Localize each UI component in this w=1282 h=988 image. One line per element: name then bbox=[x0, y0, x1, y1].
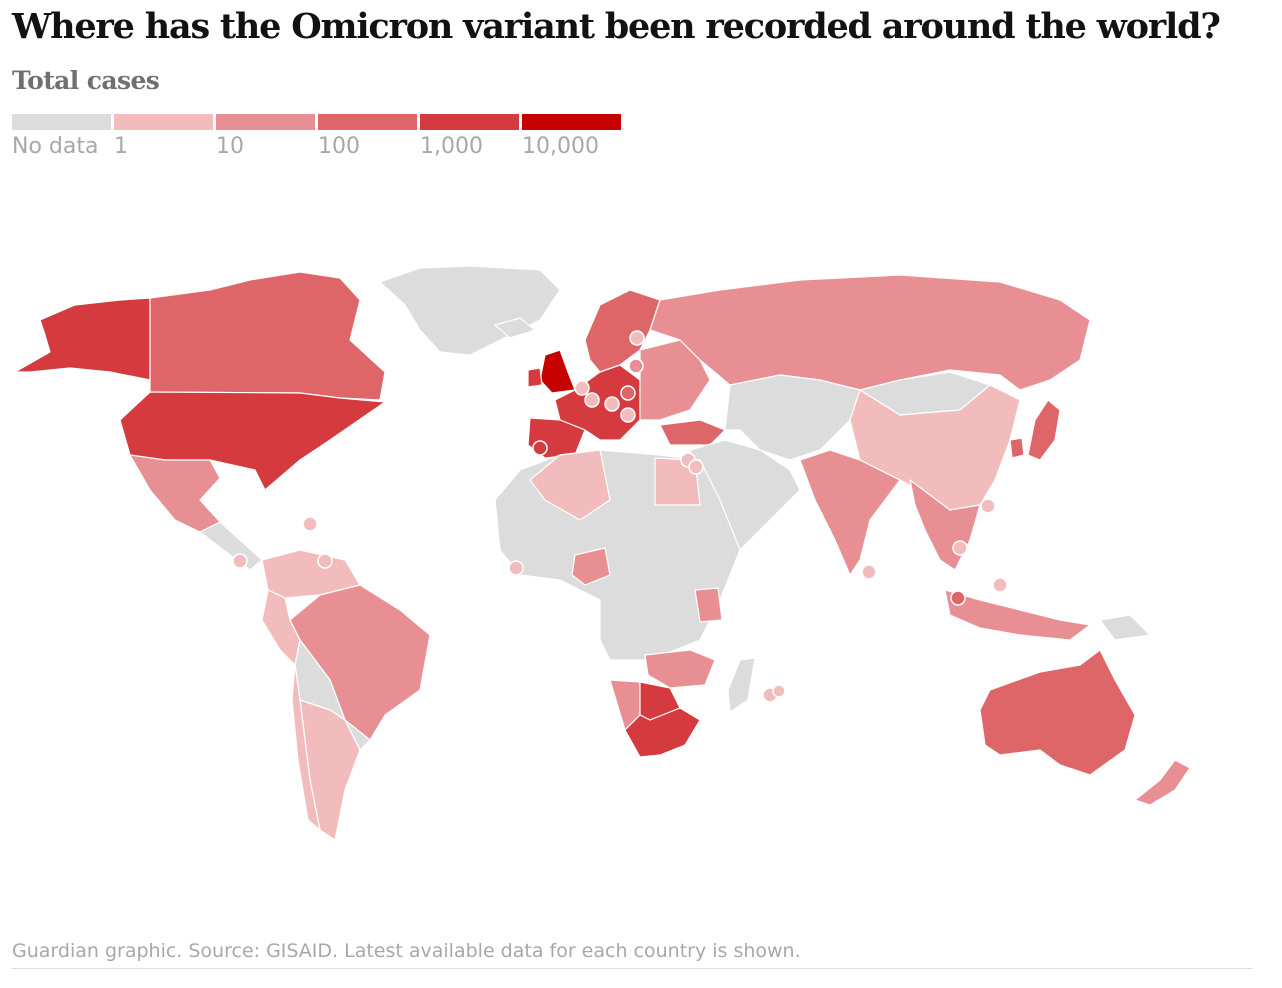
map-region bbox=[539, 349, 576, 394]
map-marker bbox=[620, 407, 636, 423]
map-region bbox=[644, 649, 716, 689]
world-map bbox=[14, 265, 1191, 841]
map-region bbox=[649, 274, 1091, 391]
color-legend: No data 1 10 100 1,000 10,000 bbox=[12, 114, 622, 164]
map-region bbox=[1099, 614, 1151, 641]
map-marker bbox=[992, 577, 1008, 593]
legend-label-1000: 1,000 bbox=[420, 134, 483, 159]
legend-title: Total cases bbox=[12, 66, 160, 95]
map-region bbox=[659, 419, 726, 446]
map-region bbox=[344, 719, 371, 751]
map-marker bbox=[620, 385, 636, 401]
map-marker bbox=[980, 498, 996, 514]
legend-label-no-data: No data bbox=[12, 134, 99, 159]
map-region bbox=[727, 657, 756, 713]
map-marker bbox=[508, 560, 524, 576]
map-marker bbox=[302, 516, 318, 532]
map-region bbox=[527, 367, 543, 388]
map-region bbox=[849, 384, 1021, 511]
bottom-divider bbox=[12, 968, 1252, 969]
map-marker bbox=[604, 396, 620, 412]
map-marker bbox=[772, 684, 786, 698]
map-marker bbox=[628, 358, 644, 374]
chart-title: Where has the Omicron variant been recor… bbox=[12, 6, 1221, 47]
map-region bbox=[1027, 399, 1061, 461]
legend-swatch-10 bbox=[216, 114, 315, 130]
map-region bbox=[1009, 437, 1025, 459]
legend-label-10000: 10,000 bbox=[522, 134, 599, 159]
map-marker bbox=[317, 553, 333, 569]
map-region bbox=[149, 271, 386, 401]
map-region bbox=[199, 521, 263, 571]
map-region bbox=[261, 589, 301, 666]
map-region bbox=[1134, 759, 1191, 806]
legend-swatch-10000 bbox=[522, 114, 621, 130]
map-marker bbox=[688, 459, 704, 475]
legend-label-100: 100 bbox=[318, 134, 360, 159]
map-region bbox=[14, 297, 151, 381]
map-region bbox=[291, 664, 321, 831]
map-region bbox=[584, 289, 661, 373]
map-region bbox=[529, 449, 611, 521]
legend-swatch-1000 bbox=[420, 114, 519, 130]
map-region bbox=[129, 454, 221, 533]
map-marker bbox=[629, 330, 645, 346]
map-marker bbox=[232, 553, 248, 569]
map-region bbox=[979, 649, 1136, 776]
map-region bbox=[494, 317, 536, 339]
map-region bbox=[799, 449, 901, 576]
map-marker bbox=[861, 564, 877, 580]
legend-swatch-1 bbox=[114, 114, 213, 130]
legend-swatch-no-data bbox=[12, 114, 111, 130]
map-marker bbox=[952, 540, 968, 556]
map-region bbox=[724, 374, 861, 461]
map-marker bbox=[532, 440, 548, 456]
legend-label-1: 1 bbox=[114, 134, 128, 159]
map-region bbox=[694, 587, 723, 623]
map-marker bbox=[584, 392, 600, 408]
map-region bbox=[379, 265, 561, 356]
map-region bbox=[944, 589, 1091, 641]
source-note: Guardian graphic. Source: GISAID. Latest… bbox=[12, 940, 801, 962]
map-region bbox=[571, 547, 611, 586]
legend-label-10: 10 bbox=[216, 134, 244, 159]
map-marker bbox=[574, 380, 590, 396]
legend-swatch-100 bbox=[318, 114, 417, 130]
map-marker bbox=[950, 590, 966, 606]
map-region bbox=[624, 707, 701, 758]
